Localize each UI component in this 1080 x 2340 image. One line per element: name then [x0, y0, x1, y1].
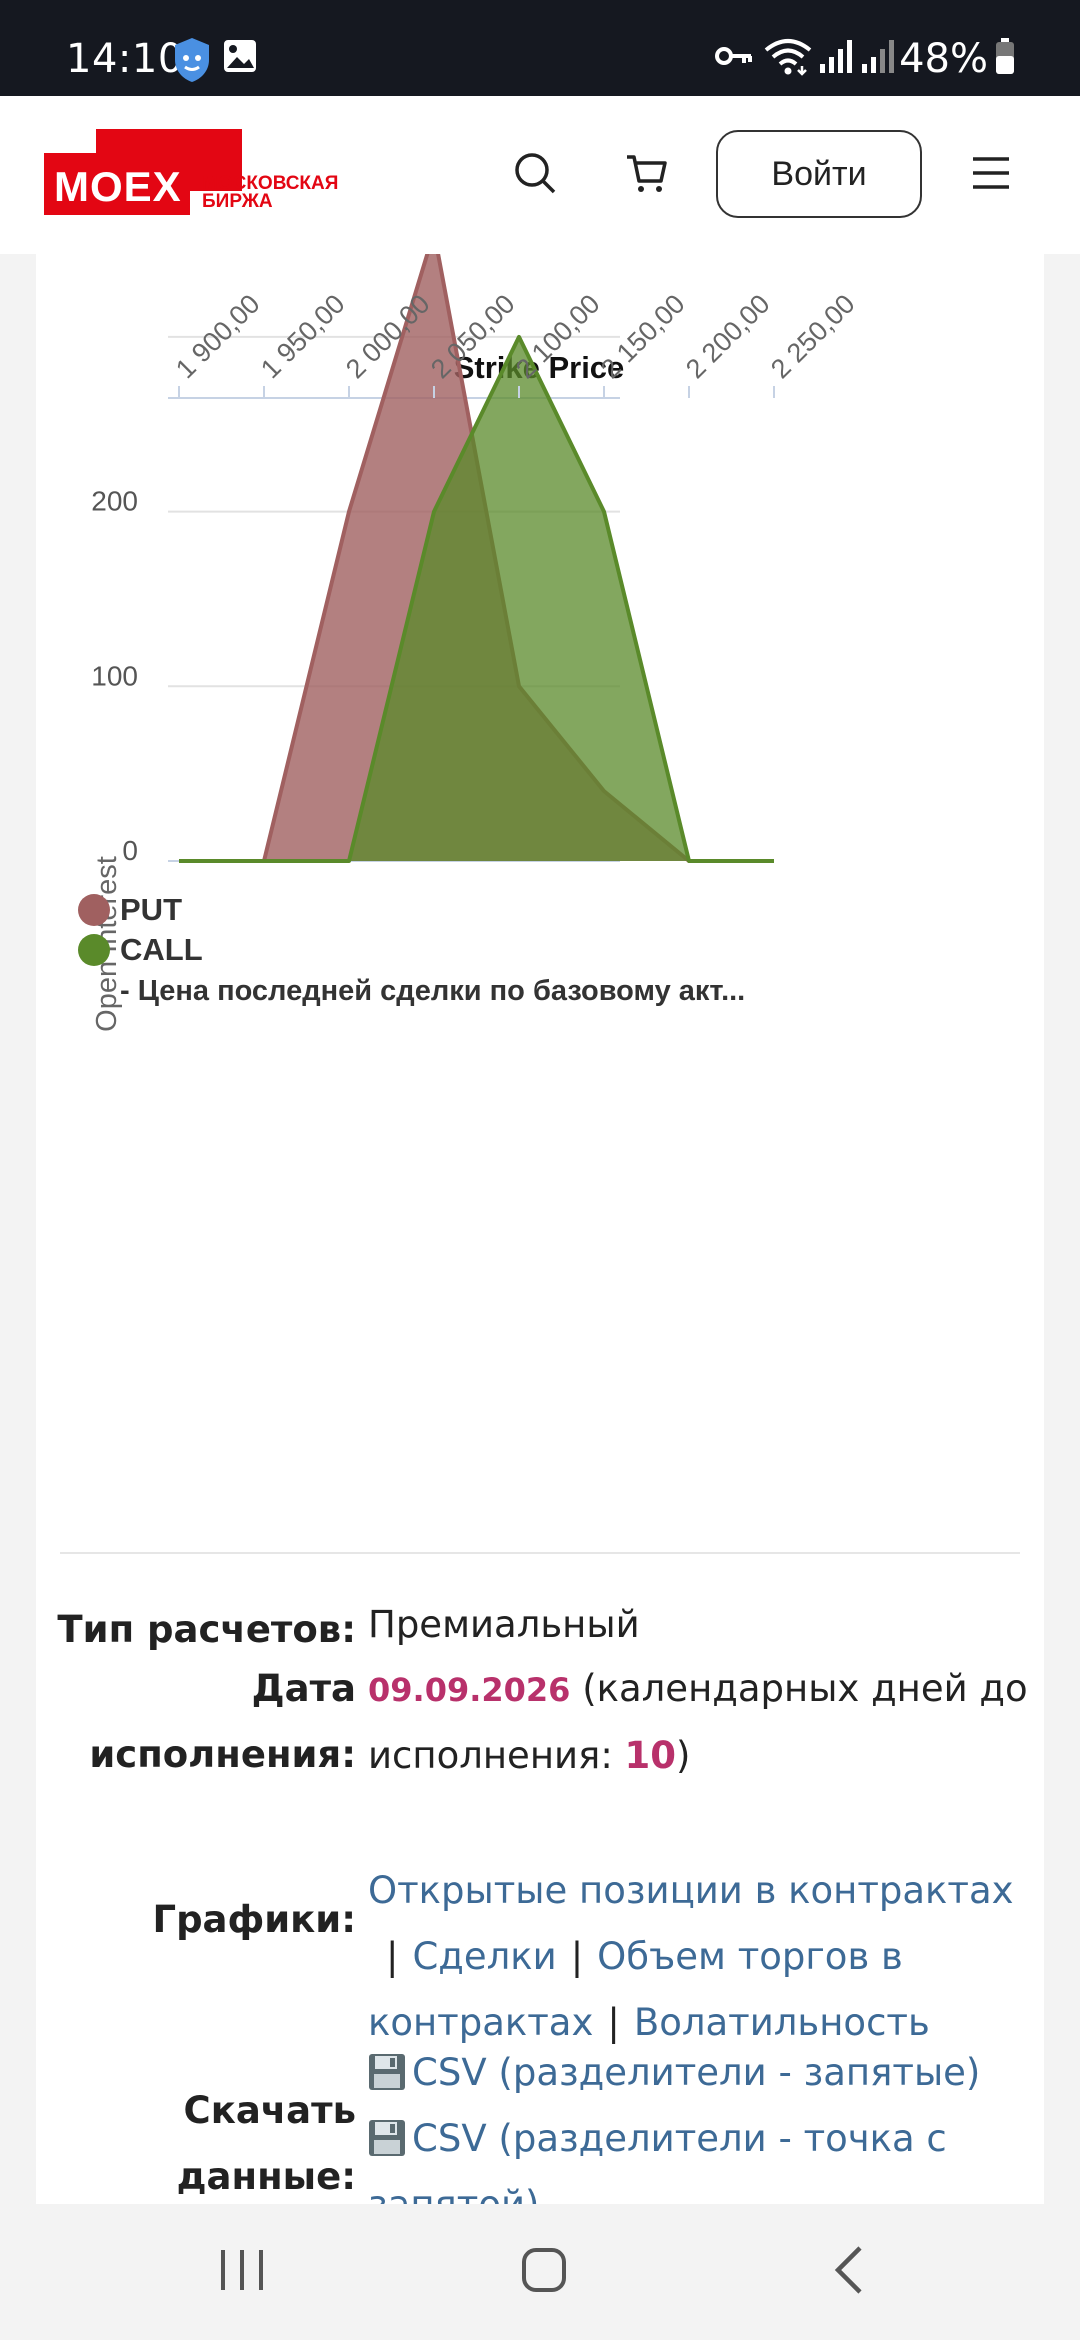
- download-links: CSV (разделители - запятые) CSV (раздели…: [368, 2040, 1038, 2238]
- logo-text: MOEX: [54, 163, 182, 210]
- y-tick-label: 200: [91, 486, 138, 517]
- search-button[interactable]: [500, 96, 570, 254]
- status-time: 14:10: [66, 36, 184, 82]
- home-icon: [520, 2246, 568, 2299]
- cart-icon: [625, 151, 669, 200]
- signal-icon: [860, 36, 896, 81]
- legend-marker-call: [78, 934, 110, 966]
- csv-semicolon-link[interactable]: CSV (разделители - точка с: [368, 2106, 1038, 2172]
- system-nav-bar: [0, 2204, 1080, 2340]
- key-icon: [714, 36, 754, 81]
- wifi-icon: [764, 36, 812, 81]
- charts-label: Графики:: [152, 1898, 357, 1941]
- search-icon: [513, 151, 557, 200]
- settlement-type-label: Тип расчетов:: [57, 1608, 356, 1651]
- series-line-call: [179, 334, 774, 863]
- shield-icon: [172, 36, 212, 89]
- battery-percent: 48%: [899, 36, 988, 82]
- logo-subtitle: МОСКОВСКАЯ БИРЖА: [202, 173, 339, 212]
- y-tick-label: 100: [91, 660, 138, 691]
- floppy-disk-icon: [368, 2112, 406, 2156]
- trades-link[interactable]: Сделки: [412, 1935, 557, 1978]
- divider: [60, 1552, 1020, 1554]
- signal-icon: [818, 36, 854, 81]
- legend-label-call[interactable]: CALL: [120, 932, 203, 967]
- y-tick-label: 0: [122, 835, 138, 866]
- menu-button[interactable]: [956, 96, 1026, 254]
- site-header: MOEX МОСКОВСКАЯ БИРЖА Войти: [0, 96, 1080, 254]
- back-icon: [830, 2244, 866, 2301]
- back-button[interactable]: [748, 2204, 948, 2340]
- battery-icon: [994, 36, 1016, 81]
- cart-button[interactable]: [612, 96, 682, 254]
- series-area-call: [179, 336, 774, 861]
- login-button[interactable]: Войти: [716, 130, 922, 218]
- legend-label-underlying-price[interactable]: - Цена последней сделки по базовому акт.…: [120, 975, 745, 1007]
- menu-icon: [971, 155, 1011, 196]
- csv-comma-link[interactable]: CSV (разделители - запятые): [368, 2040, 1038, 2106]
- image-icon: [222, 36, 258, 81]
- moex-logo[interactable]: MOEX МОСКОВСКАЯ БИРЖА: [44, 129, 364, 229]
- home-button[interactable]: [444, 2204, 644, 2340]
- legend-label-put[interactable]: PUT: [120, 892, 182, 927]
- x-tick-label: 2 200,00: [680, 289, 776, 385]
- recent-apps-button[interactable]: [142, 2204, 342, 2340]
- days-to-expiry: 10: [624, 1734, 677, 1777]
- trading-volume-link-cont[interactable]: контрактах: [368, 2001, 594, 2044]
- legend-marker-put: [78, 894, 110, 926]
- charts-links: Открытые позиции в контрактах | Сделки | Об…: [368, 1869, 1014, 2044]
- open-positions-link[interactable]: Открытые позиции в контрактах: [368, 1869, 1014, 1912]
- recent-apps-icon: [217, 2248, 267, 2297]
- settlement-type-value: Премиальный: [368, 1603, 640, 1646]
- expiry-date: 09.09.2026: [368, 1671, 571, 1709]
- status-bar: 14:10 48%: [0, 0, 1080, 96]
- expiry-date-label: Дата исполнения:: [89, 1667, 356, 1776]
- x-tick-label: 2 250,00: [765, 289, 861, 385]
- content-card: Strike Price Open Interest 1 900,001 950…: [36, 254, 1044, 2226]
- floppy-disk-icon: [368, 2046, 406, 2090]
- volatility-link[interactable]: Волатильность: [633, 2001, 930, 2044]
- download-data-label: Скачать данные:: [176, 2089, 356, 2198]
- open-interest-chart: Strike Price Open Interest 1 900,001 950…: [78, 254, 861, 1032]
- expiry-date-value: 09.09.2026 (календарных дней до исполнен…: [368, 1667, 1028, 1777]
- trading-volume-link[interactable]: Объем торгов в: [597, 1935, 903, 1978]
